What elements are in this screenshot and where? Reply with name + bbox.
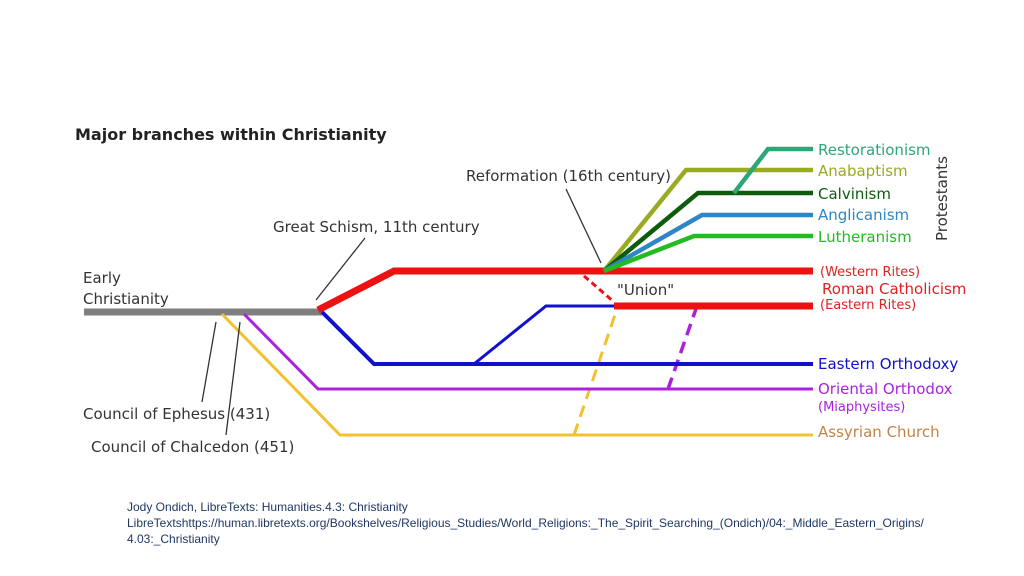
early-christianity-label-line2: Christianity (83, 290, 169, 308)
assyrian-church-line (220, 312, 813, 437)
lutheranism-line (603, 233, 813, 274)
ephesus-pointer (201, 321, 217, 403)
reformation-pointer (565, 188, 602, 264)
oriental-orthodox-label: Oriental Orthodox (818, 380, 953, 398)
roman-catholicism-label: Roman Catholicism (822, 280, 966, 298)
western-catholic-line (316, 267, 813, 314)
source-caption: Jody Ondich, LibreTexts: Humanities.4.3:… (127, 499, 927, 547)
anabaptism-label: Anabaptism (818, 162, 908, 180)
eastern-union-branch-line (473, 304, 618, 366)
restorationism-line (732, 146, 813, 195)
diagram-title: Major branches within Christianity (75, 125, 387, 144)
great-schism-label: Great Schism, 11th century (273, 218, 480, 236)
union-label: "Union" (617, 281, 674, 299)
oriental-union-dashed-line (666, 305, 699, 390)
anglicanism-line (602, 212, 813, 273)
western-rites-label: (Western Rites) (820, 265, 920, 280)
chalcedon-pointer (225, 321, 241, 436)
caption-line-1: Jody Ondich, LibreTexts: Humanities.4.3:… (127, 500, 408, 514)
eastern-rites-label: (Eastern Rites) (820, 298, 916, 313)
great-schism-pointer (315, 237, 366, 301)
lutheranism-label: Lutheranism (818, 228, 912, 246)
eastern-orthodoxy-line (320, 310, 813, 366)
assyrian-church-label: Assyrian Church (818, 423, 940, 441)
union-dashed-line (583, 274, 615, 304)
anabaptism-line (602, 167, 813, 273)
oriental-orthodox-line (242, 312, 813, 391)
reformation-label: Reformation (16th century) (466, 167, 671, 185)
calvinism-line (602, 190, 813, 273)
restorationism-label: Restorationism (818, 141, 931, 159)
calvinism-label: Calvinism (818, 185, 891, 203)
caption-line-2: LibreTextshttps://human.libretexts.org/B… (127, 516, 924, 546)
chalcedon-label: Council of Chalcedon (451) (91, 438, 294, 456)
early-christianity-label: Early (83, 269, 121, 287)
miaphysites-label: (Miaphysites) (818, 400, 905, 415)
anglicanism-label: Anglicanism (818, 206, 909, 224)
eastern-orthodoxy-label: Eastern Orthodoxy (818, 355, 958, 373)
protestants-label: Protestants (933, 156, 951, 241)
ephesus-label: Council of Ephesus (431) (83, 405, 270, 423)
assyrian-union-dashed-line (572, 305, 620, 436)
